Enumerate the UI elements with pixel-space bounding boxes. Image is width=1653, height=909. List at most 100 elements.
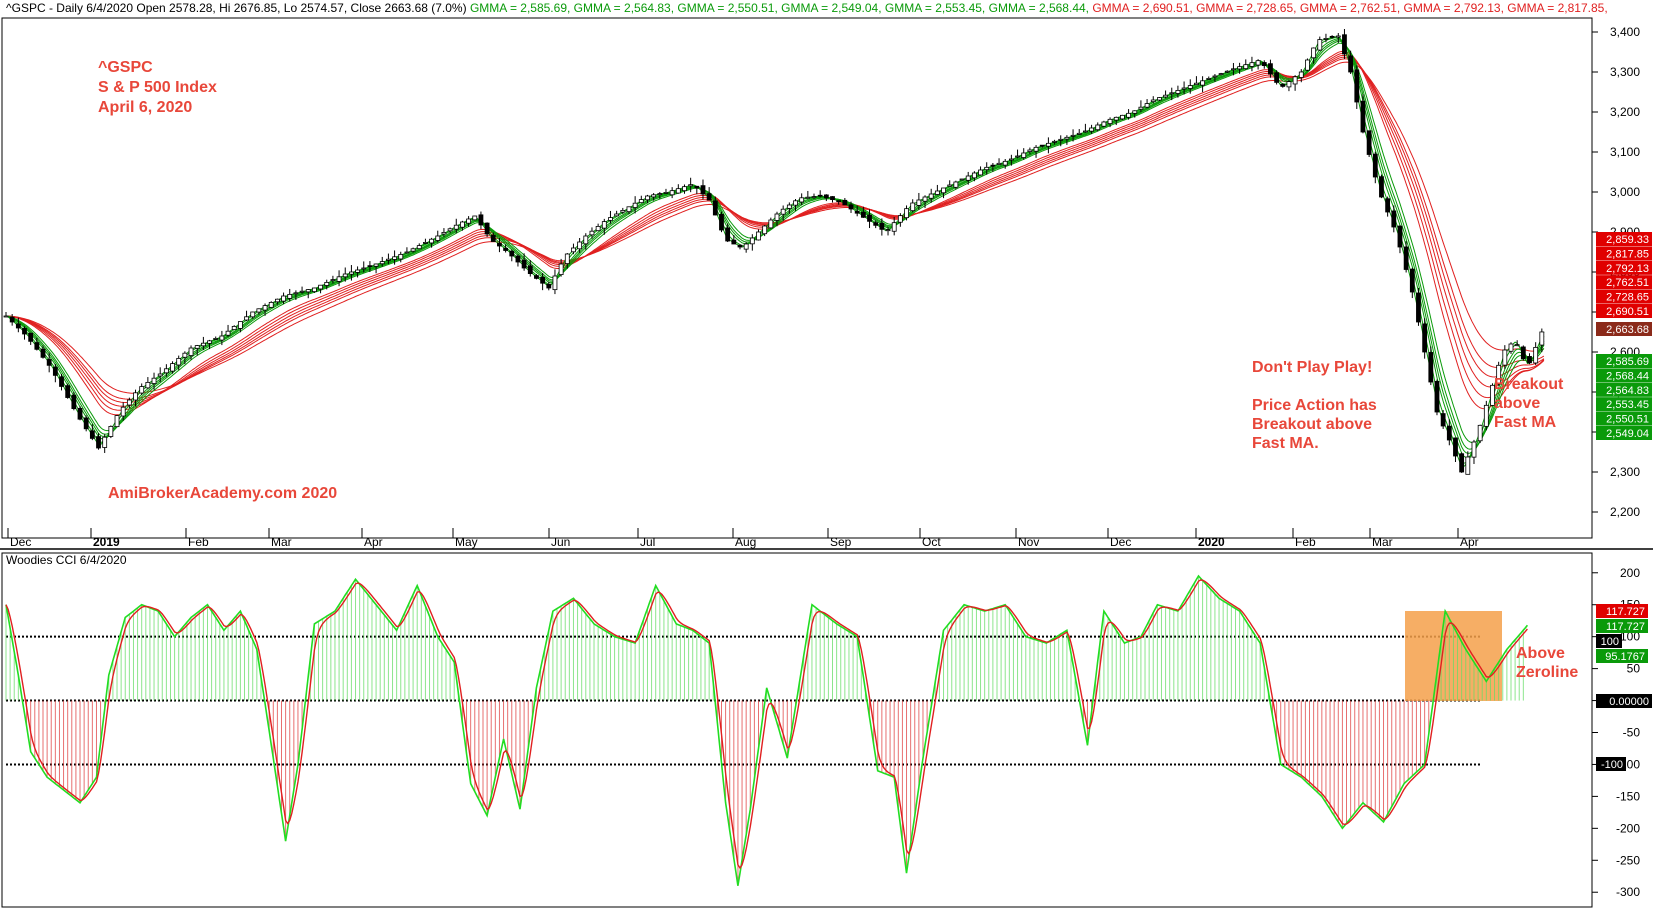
candle-body (453, 224, 459, 230)
candle-body (219, 335, 225, 341)
candle-body (756, 231, 761, 241)
candle-body (9, 316, 15, 323)
candle-body (823, 194, 829, 199)
candle-body (52, 366, 58, 376)
header-gmma-long: GMMA = 2,762.51, (1300, 1, 1404, 15)
candle-body (1268, 63, 1273, 75)
candle-body (947, 184, 953, 187)
candle-body (527, 265, 533, 275)
cci-y-tick-label: -250 (1616, 853, 1640, 867)
candle-body (1422, 323, 1428, 353)
candle-body (712, 200, 718, 216)
header-prefix: ^GSPC - Daily 6/4/2020 Open 2578.28, Hi … (6, 1, 470, 15)
candle-body (1508, 343, 1514, 352)
candle-body (250, 311, 256, 318)
candle-body (34, 342, 40, 350)
candle-body (971, 172, 977, 179)
candle-body (490, 234, 496, 242)
close-price-tag-label: 2,663.68 (1606, 324, 1649, 336)
candle-body (601, 221, 607, 229)
header-gmma-short: GMMA = 2,549.04, (781, 1, 885, 15)
candle-body (102, 436, 108, 448)
candle-body (1089, 127, 1094, 132)
x-tick-label: Feb (188, 535, 209, 549)
price-tag-red-label: 2,690.51 (1606, 306, 1649, 318)
candle-body (355, 269, 360, 273)
candle-body (1107, 118, 1113, 124)
header-gmma-short: GMMA = 2,553.45, (885, 1, 989, 15)
annotation-breakout-2: above (1494, 395, 1540, 412)
candle-body (836, 200, 842, 203)
candle-body (96, 436, 101, 449)
candle-body (1274, 72, 1280, 83)
price-tag-red-label: 2,762.51 (1606, 277, 1649, 289)
candle-body (256, 308, 262, 313)
candle-body (435, 235, 441, 241)
y-tick-label: 3,400 (1610, 25, 1640, 39)
candle-body (669, 190, 675, 196)
candle-body (244, 316, 249, 321)
candle-body (200, 342, 206, 347)
candle-body (114, 415, 120, 428)
candle-body (793, 200, 798, 206)
x-tick-label: Mar (271, 535, 292, 549)
y-tick-label: 3,100 (1610, 145, 1640, 159)
price-tag-green-label: 2,564.83 (1606, 385, 1649, 397)
candle-body (583, 235, 589, 245)
candle-body (978, 169, 983, 176)
candle-body (694, 185, 700, 189)
candle-body (1052, 140, 1057, 143)
candle-body (281, 295, 286, 302)
candle-body (478, 214, 484, 226)
price-tag-green (1596, 382, 1652, 397)
candle-body (231, 325, 237, 331)
x-tick-label: May (455, 535, 478, 549)
candle-body (1446, 425, 1452, 441)
candle-body (1132, 110, 1138, 114)
annotation-price-action-3: Fast MA. (1252, 435, 1319, 452)
candle-body (1416, 292, 1421, 323)
candle-body (65, 385, 71, 398)
candle-body (922, 196, 928, 202)
price-tag-red (1596, 246, 1652, 261)
candle-body (515, 255, 521, 263)
x-tick-label: Jun (551, 535, 570, 549)
candle-body (1471, 441, 1477, 458)
candle-body (638, 199, 644, 204)
candle-body (984, 166, 990, 171)
cci-tag (1596, 694, 1652, 708)
candle-body (1237, 66, 1242, 70)
candle-body (521, 259, 527, 269)
candle-body (1113, 116, 1119, 121)
candle-body (854, 210, 860, 214)
candle-body (460, 221, 465, 228)
candle-body (534, 275, 539, 279)
candle-body (28, 332, 34, 342)
price-tag-red (1596, 275, 1652, 290)
candle-body (904, 208, 909, 219)
candle-body (780, 208, 786, 215)
x-tick-label: Apr (364, 535, 383, 549)
candle-body (1286, 81, 1292, 88)
candle-body (1255, 60, 1261, 66)
annotation-breakout-1: Breakout (1494, 376, 1564, 393)
candle-body (706, 193, 712, 201)
price-tag-green-label: 2,553.45 (1606, 399, 1649, 411)
candle-body (1434, 381, 1440, 413)
cci-tag (1596, 604, 1648, 618)
candle-body (83, 417, 89, 430)
candle-body (749, 237, 755, 245)
candle-body (959, 178, 965, 181)
candle-body (163, 368, 169, 374)
price-tag-green (1596, 368, 1652, 383)
cci-tag-label: 0.00000 (1609, 696, 1649, 708)
candle-body (1187, 85, 1193, 89)
candle-body (1101, 121, 1107, 127)
cci-y-tick-label: -300 (1616, 885, 1640, 899)
candle-body (441, 231, 447, 235)
candle-body (274, 298, 280, 303)
candle-body (59, 376, 64, 387)
candle-body (1206, 78, 1212, 80)
candle-body (774, 213, 780, 221)
cci-y-tick-label: -150 (1616, 789, 1640, 803)
